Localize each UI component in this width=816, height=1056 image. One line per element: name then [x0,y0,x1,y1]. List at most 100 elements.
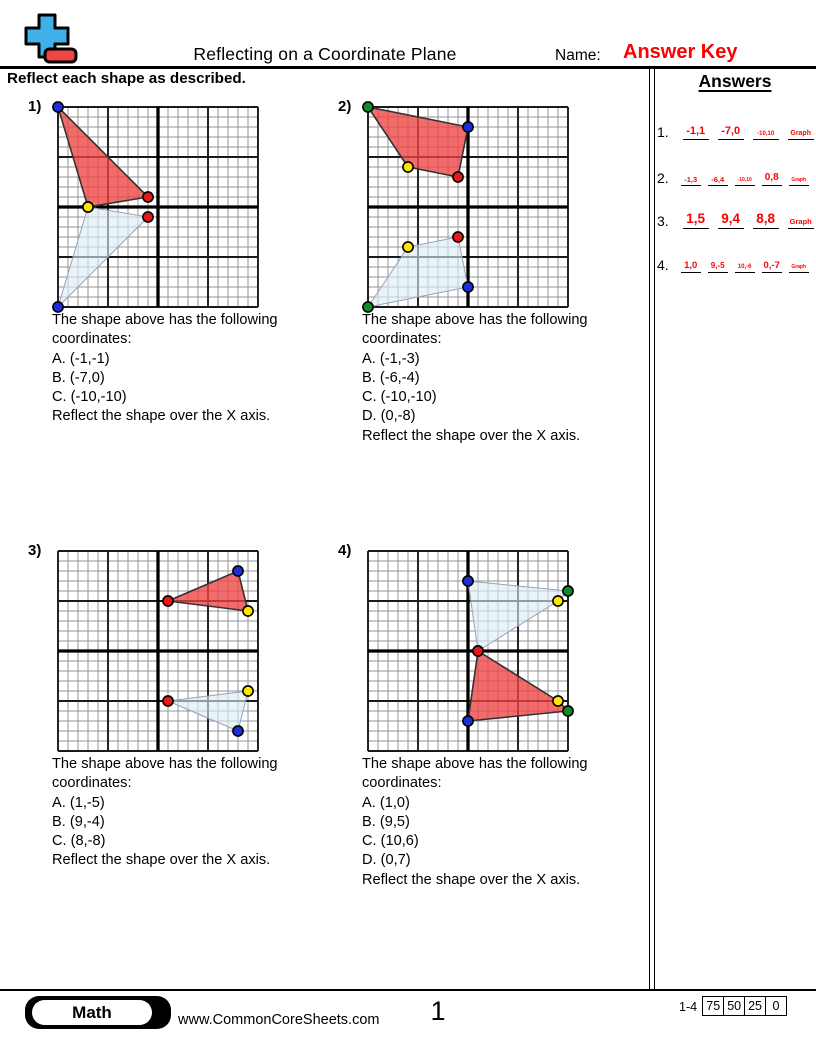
vertex-A-reflected-dot [162,595,174,607]
problem-text: The shape above has the following coordin… [52,755,314,871]
vertex-B-reflected-dot [402,161,414,173]
problem-text-line: coordinates: [52,331,132,348]
problem-text-line: B. (-6,-4) [362,369,420,386]
problem-number: 1) [28,98,42,115]
answer-number: 3. [657,212,669,229]
problem-text-line: D. (0,-8) [362,408,416,425]
vertex-D-original-dot [462,281,474,293]
problem-text-line: The shape above has the following [362,756,588,772]
vertex-A-original-dot [142,211,154,223]
problem-text-line: B. (-7,0) [52,369,105,386]
vertex-D-original-dot [462,575,474,587]
vertex-C-original-dot [52,301,64,313]
math-badge: Math [25,996,171,1029]
answer-blank: 1,5 [682,212,709,229]
vertex-B-reflected-dot [242,605,254,617]
score-cell: 25 [743,996,767,1016]
answer-blank: -6,4 [707,175,728,187]
answer-blank: 0,-7 [761,260,782,274]
answer-blank: 8,8 [752,212,779,229]
vertex-B-reflected-dot [552,695,564,707]
answer-blank: 1,0 [680,260,701,274]
axes [58,551,258,751]
problem-text-line: D. (0,7) [362,852,411,869]
vertex-B-original-dot [402,241,414,253]
answer-blank: 0,8 [761,172,782,187]
problem-text-line: Reflect the shape over the X axis. [52,408,271,425]
answer-blank: Graph [788,178,809,187]
vertex-C-reflected-dot [52,101,64,113]
problem-text-line: A. (-1,-1) [52,350,110,367]
vertex-A-reflected-dot [142,191,154,203]
problem-text: The shape above has the following coordin… [362,311,624,446]
site-url: www.CommonCoreSheets.com [178,1012,380,1028]
answer-blank: Graph [788,265,809,274]
problem-text-line: C. (8,-8) [52,833,106,850]
vertex-A-original-dot [162,695,174,707]
answer-row-4: 4. 1,0 9,-5 10,-6 0,-7 Graph [657,257,809,274]
reflected-shape [57,106,149,208]
vertex-C-reflected-dot [362,101,374,113]
problem-text-line: The shape above has the following [362,312,588,328]
problem-text-line: The shape above has the following [52,756,278,772]
axes [368,107,568,307]
answer-number: 4. [657,257,669,273]
problem-text-line: Reflect the shape over the X axis. [52,852,271,869]
commoncoresheets-logo [24,13,78,64]
problem-text-line: C. (-10,-10) [52,389,127,406]
grid-container [57,550,259,752]
coordinate-grid-3 [57,550,259,752]
vertex-A-reflected-dot [472,645,484,657]
problem-text-line: C. (10,6) [362,833,419,850]
score-cell: 75 [702,996,725,1016]
problem-text-line: coordinates: [362,331,442,348]
vertex-C-original-dot [232,725,244,737]
vertex-B-original-dot [242,685,254,697]
problem-text-line: B. (9,-4) [52,813,105,830]
problem-text-line: coordinates: [362,775,442,792]
vertex-A-original-dot [452,231,464,243]
problem-number: 4) [338,542,352,559]
vertex-B-reflected-dot [82,201,94,213]
vertex-B-original-dot [552,595,564,607]
subject-pill: Math [32,1000,152,1025]
answer-blank: 9,-5 [707,262,728,274]
answer-key-text: Answer Key [623,41,738,63]
footer-divider-line [0,989,816,992]
problem-number: 3) [28,542,42,559]
problem-text-line: The shape above has the following [52,312,278,328]
answer-row-2: 2. -1,3 -6,4 -10,10 0,8 Graph [657,170,809,187]
score-cell: 0 [764,996,788,1016]
answer-row-1: 1. -1,1 -7,0 -10,10 Graph [657,124,814,141]
instruction-text: Reflect each shape as described. [7,70,246,87]
vertex-D-reflected-dot [462,715,474,727]
problem-text-line: A. (-1,-3) [362,350,420,367]
answer-number: 1. [657,124,669,140]
name-label: Name: [555,47,601,64]
answer-blank: -1,3 [680,175,701,187]
vertex-A-reflected-dot [452,171,464,183]
score-cell: 50 [722,996,746,1016]
answers-heading: Answers [698,71,772,91]
problem-text: The shape above has the following coordin… [362,755,624,890]
problem-text-line: C. (-10,-10) [362,389,437,406]
problem-text-line: coordinates: [52,775,132,792]
original-shape [167,690,249,732]
answer-blank: 10,-6 [734,264,755,274]
header-divider-line [0,66,816,69]
page-number: 1 [430,996,446,1026]
problem-text-line: A. (1,0) [362,794,410,811]
vertex-C-original-dot [362,301,374,313]
answer-blank: -10,10 [734,178,755,187]
vertex-D-reflected-dot [462,121,474,133]
problem-number: 2) [338,98,352,115]
vertex-C-reflected-dot [562,705,574,717]
score-range-label: 1-4 [679,1000,698,1014]
problem-text-line: B. (9,5) [362,813,410,830]
answer-row-3: 3. 1,5 9,4 8,8 Graph [657,212,814,229]
worksheet-title: Reflecting on a Coordinate Plane [193,44,457,64]
grid-container [52,101,259,313]
coordinate-grid-2 [362,101,569,313]
grid-container [362,101,569,313]
